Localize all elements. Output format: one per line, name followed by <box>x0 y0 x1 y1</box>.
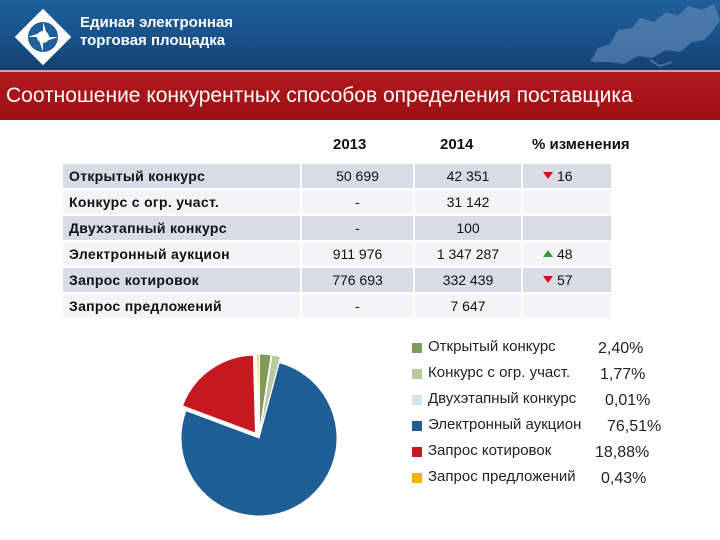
pie-slice-open-contest <box>258 353 272 433</box>
value-2013: 911 976 <box>300 240 415 268</box>
value-2013: - <box>300 292 415 320</box>
legend-label: Двухэтапный конкурс <box>428 390 577 407</box>
table-row: Открытый конкурс 50 699 42 351 16 <box>61 162 613 190</box>
legend-percent: 2,40% <box>598 340 644 357</box>
brand-name: Единая электронная торговая площадка <box>80 14 233 50</box>
legend-percent: 0,01% <box>605 392 651 409</box>
change-cell: 16 <box>521 162 613 190</box>
comparison-table: Открытый конкурс 50 699 42 351 16 Конкур… <box>61 162 613 320</box>
value-2014: 31 142 <box>413 188 523 216</box>
change-cell <box>521 188 613 216</box>
legend-label: Открытый конкурс <box>428 338 556 355</box>
legend-percent: 18,88% <box>595 444 650 461</box>
site-header: Единая электронная торговая площадка <box>0 0 720 70</box>
etp-star-logo-icon <box>14 8 72 66</box>
legend-swatch <box>412 473 422 483</box>
table-row: Электронный аукцион 911 976 1 347 287 48 <box>61 240 613 268</box>
legend-label: Запрос предложений <box>428 468 576 485</box>
legend-swatch <box>412 343 422 353</box>
trend-down-icon <box>543 276 553 283</box>
trend-up-icon <box>543 250 553 257</box>
change-cell <box>521 214 613 242</box>
brand-line-1: Единая электронная <box>80 14 234 31</box>
row-label: Запрос предложений <box>61 292 302 320</box>
row-label: Электронный аукцион <box>61 240 302 268</box>
pie-slice-quotation-request <box>181 354 257 434</box>
change-cell: 48 <box>521 240 613 268</box>
slide-title-bar: Соотношение конкурентных способов опреде… <box>0 70 720 120</box>
value-2014: 42 351 <box>413 162 523 190</box>
value-2014: 100 <box>413 214 523 242</box>
russia-map-icon <box>590 4 720 68</box>
share-pie-chart <box>180 353 338 517</box>
legend-percent: 0,43% <box>601 470 647 487</box>
legend-swatch <box>412 421 422 431</box>
legend-label: Запрос котировок <box>428 442 552 459</box>
pie-slice-proposal-request <box>256 353 260 433</box>
legend-swatch <box>412 447 422 457</box>
table-row: Запрос предложений - 7 647 <box>61 292 613 320</box>
legend-label: Конкурс с огр. участ. <box>428 364 571 381</box>
table-row: Конкурс с огр. участ. - 31 142 <box>61 188 613 216</box>
row-label: Конкурс с огр. участ. <box>61 188 302 216</box>
value-2013: - <box>300 188 415 216</box>
legend-percent: 76,51% <box>607 418 662 435</box>
legend-item: Двухэтапный конкурс 0,01% <box>412 390 712 414</box>
table-row: Двухэтапный конкурс - 100 <box>61 214 613 242</box>
legend-percent: 1,77% <box>600 366 646 383</box>
legend-item: Электронный аукцион 76,51% <box>412 416 712 440</box>
change-value: 57 <box>557 272 573 288</box>
legend-item: Конкурс с огр. участ. 1,77% <box>412 364 712 388</box>
row-label: Открытый конкурс <box>61 162 302 190</box>
row-label: Запрос котировок <box>61 266 302 294</box>
change-value: 48 <box>557 246 573 262</box>
value-2013: 776 693 <box>300 266 415 294</box>
column-header-2014: 2014 <box>440 136 474 153</box>
legend-swatch <box>412 369 422 379</box>
column-header-change: % изменения <box>532 136 630 153</box>
value-2013: 50 699 <box>300 162 415 190</box>
pie-slice-e-auction <box>180 362 338 517</box>
value-2013: - <box>300 214 415 242</box>
legend-item: Запрос котировок 18,88% <box>412 442 712 466</box>
legend-label: Электронный аукцион <box>428 416 582 433</box>
table-row: Запрос котировок 776 693 332 439 57 <box>61 266 613 294</box>
brand-line-2: торговая площадка <box>80 32 226 49</box>
slide-title: Соотношение конкурентных способов опреде… <box>6 84 633 107</box>
column-header-2013: 2013 <box>333 136 367 153</box>
value-2014: 332 439 <box>413 266 523 294</box>
change-cell: 57 <box>521 266 613 294</box>
change-cell <box>521 292 613 320</box>
change-value: 16 <box>557 168 573 184</box>
row-label: Двухэтапный конкурс <box>61 214 302 242</box>
legend-swatch <box>412 395 422 405</box>
value-2014: 1 347 287 <box>413 240 523 268</box>
legend-item: Открытый конкурс 2,40% <box>412 338 712 362</box>
legend-item: Запрос предложений 0,43% <box>412 468 712 492</box>
trend-down-icon <box>543 172 553 179</box>
value-2014: 7 647 <box>413 292 523 320</box>
